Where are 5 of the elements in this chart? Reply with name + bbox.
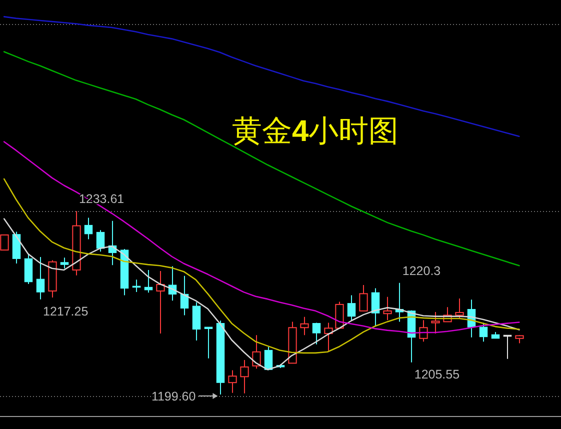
annotation: 1199.60 [151,389,196,404]
annotation: 1217.25 [43,304,88,318]
title: 黄金4小时图 [232,115,399,148]
annotation: 1205.55 [414,367,460,382]
annotation: 1220.3 [402,264,441,278]
